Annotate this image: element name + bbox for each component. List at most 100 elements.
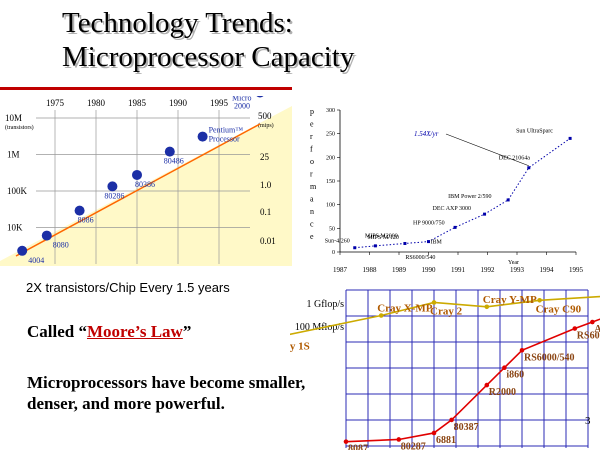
perf-x-tick: 1990	[422, 266, 437, 274]
moore-point-label: 80486	[164, 157, 184, 166]
moores-law-link[interactable]: Moore’s Law	[86, 322, 183, 341]
flops-point-label: Cray 1S	[290, 340, 310, 352]
perf-point-label: HP 9000/750	[413, 220, 445, 226]
moore-right-axis-label: 500	[258, 111, 272, 121]
flops-point	[449, 417, 454, 423]
flops-series-line	[345, 318, 600, 443]
slide-number: 3	[585, 415, 591, 427]
moores-law-statement: Called “Moore’s Law”	[27, 322, 191, 342]
perf-point-label: DEC 21064a	[499, 156, 531, 162]
perf-y-axis-letter: r	[310, 170, 313, 179]
page-title: Technology Trends: Microprocessor Capaci…	[62, 6, 482, 74]
perf-point	[427, 240, 430, 244]
moore-point-label-line2: Processor	[209, 135, 240, 144]
perf-point-label: MIPS M2000	[365, 233, 398, 239]
perf-x-tick: 1992	[481, 266, 496, 274]
flops-point-label: Cray 2	[430, 305, 463, 317]
perf-point-label: DEC AXP 3000	[433, 206, 471, 212]
flops-point-label: RS6000/540	[524, 352, 575, 363]
perf-point-label: Sun-4/260	[325, 239, 350, 245]
moore-point-label-line2: 2000	[234, 101, 250, 110]
perf-trend-pointer	[445, 133, 529, 167]
perf-y-tick: 250	[326, 132, 335, 138]
title-line-2: Microprocessor Capacity	[62, 41, 355, 73]
flops-point-label: i860	[506, 370, 524, 381]
flops-point	[590, 319, 595, 325]
moore-point	[256, 96, 264, 98]
moore-point-label: Pentium™	[209, 126, 244, 135]
perf-x-tick: 1994	[540, 266, 555, 274]
perf-trend-line	[354, 137, 571, 249]
perf-point	[483, 212, 487, 216]
perf-point	[353, 246, 357, 250]
moore-point	[132, 169, 142, 180]
flops-point-label: Alpha	[594, 324, 600, 335]
perf-trend-label: 1.54X/yr	[414, 130, 439, 138]
perf-y-axis-letter: a	[310, 195, 314, 204]
perf-point	[373, 244, 377, 248]
perf-y-axis-letter: c	[310, 220, 314, 229]
perf-y-tick: 200	[326, 155, 335, 161]
moore-point-label: 8086	[78, 216, 94, 225]
moore-point	[74, 205, 85, 216]
microprocessor-description: Microprocessors have become smaller, den…	[27, 373, 306, 413]
flops-point	[378, 313, 384, 318]
moore-chart-points: 4004 8080 8086 80286 80386 80486 Pentium™Proce…	[17, 96, 264, 265]
moore-left-axis-label: 10M	[5, 113, 22, 123]
moore-point	[17, 245, 28, 256]
flops-point	[484, 382, 490, 388]
transistor-caption: 2X transistors/Chip Every 1.5 years	[26, 280, 230, 295]
flops-point-label: 80287	[401, 441, 426, 450]
flops-point	[519, 348, 525, 353]
moore-year-tick: 1985	[128, 98, 147, 108]
moore-year-tick: 1990	[169, 98, 188, 108]
perf-y-axis-letter: f	[310, 145, 313, 154]
perf-y-axis-letter: e	[310, 120, 314, 129]
perf-x-tick: 1988	[363, 266, 378, 274]
moore-chart-ticks: 1975 1980 1985 1990 1995 10M(transistors) 1M 10…	[5, 98, 276, 246]
moore-chart-grid	[36, 110, 250, 264]
perf-y-axis-letter: e	[310, 232, 314, 241]
perf-y-tick: 0	[332, 250, 335, 256]
flops-point	[572, 326, 578, 331]
moore-point	[107, 181, 118, 192]
title-shadow-line-1: Technology Trends:	[64, 9, 295, 41]
perf-point-label: IBM	[431, 240, 443, 246]
flops-y-label: 1 Gflop/s	[307, 299, 345, 310]
perf-point-label: RS6000/540	[405, 255, 435, 261]
moore-year-tick: 1995	[210, 98, 229, 108]
flops-series-line	[290, 295, 600, 336]
moore-point	[197, 131, 208, 142]
flops-point-label: Cray Y-MP	[483, 294, 537, 306]
perf-y-tick: 50	[329, 226, 335, 232]
perf-x-tick: 1987	[333, 266, 348, 274]
moore-law-chart: 1975 1980 1985 1990 1995 10M(transistors) 1M 10…	[0, 96, 292, 266]
perf-x-tick: 1993	[510, 266, 525, 274]
moore-right-tick: 0.01	[260, 236, 276, 246]
moore-left-axis-unit: (transistors)	[5, 124, 34, 131]
flops-point-label: 8087	[348, 444, 368, 450]
title-line-1: Technology Trends:	[62, 7, 293, 39]
flops-point	[431, 300, 437, 305]
perf-y-axis-letter: m	[310, 182, 317, 191]
moore-left-tick: 10K	[7, 223, 23, 233]
moore-right-tick: 0.1	[260, 207, 271, 217]
perf-point	[403, 241, 407, 245]
perf-y-axis-letter: r	[310, 132, 313, 141]
performance-chart-axes: 0 50 100 150 200 250 300 1987 1988 1989 1990 1991 19…	[310, 107, 584, 274]
flops-point	[396, 437, 402, 442]
moore-point	[41, 230, 52, 241]
moore-year-tick: 1980	[87, 98, 106, 108]
perf-point	[506, 198, 510, 202]
perf-point-label: MIPS M/120	[367, 235, 399, 241]
flops-point-label: RS6000/590	[577, 331, 600, 342]
law-suffix: ”	[182, 322, 192, 341]
title-underline	[0, 87, 292, 90]
perf-point-label: Sun UltraSparc	[516, 128, 553, 134]
perf-y-axis-letter: o	[310, 157, 314, 166]
perf-y-axis-letter: p	[310, 107, 314, 116]
moore-right-tick: 1.0	[260, 180, 272, 190]
